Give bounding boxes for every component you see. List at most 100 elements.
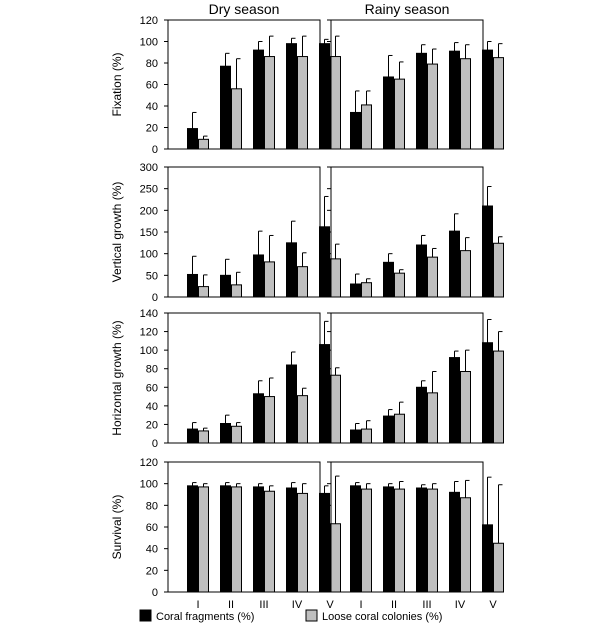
bar-fragments-dry-IV	[286, 364, 297, 444]
y-tick-label: 100	[140, 249, 158, 261]
bar-colonies-dry-I	[198, 430, 209, 444]
bar-fragments-rainy-III	[416, 487, 427, 593]
bar-colonies-dry-II	[231, 486, 242, 593]
y-tick-label: 60	[146, 382, 158, 394]
bar-fragments-dry-IV	[286, 43, 297, 150]
bar-colonies-dry-V	[330, 56, 341, 150]
bar-colonies-dry-II	[231, 88, 242, 150]
bar-fragments-rainy-IV	[449, 50, 460, 150]
bar-fragments-rainy-II	[383, 486, 394, 593]
x-tick-label-dry: V	[326, 599, 334, 611]
y-tick-label: 120	[140, 327, 158, 339]
bar-fragments-dry-I	[187, 485, 198, 593]
bar-colonies-dry-V	[330, 258, 341, 298]
bar-fragments-dry-II	[220, 485, 231, 593]
bar-fragments-dry-II	[220, 423, 231, 444]
y-axis-label-2: Horizontal growth (%)	[110, 320, 124, 435]
bar-fragments-rainy-IV	[449, 491, 460, 593]
y-tick-label: 150	[140, 227, 158, 239]
bar-fragments-rainy-II	[383, 76, 394, 150]
bar-fragments-rainy-IV	[449, 230, 460, 298]
y-tick-label: 50	[146, 270, 158, 282]
bar-fragments-rainy-II	[383, 415, 394, 444]
y-axis-label-1: Vertical growth (%)	[110, 182, 124, 283]
bar-fragments-rainy-V	[482, 524, 493, 593]
bar-fragments-dry-V	[319, 43, 330, 150]
bar-colonies-dry-II	[231, 284, 242, 298]
y-tick-label: 140	[140, 308, 158, 320]
y-tick-label: 80	[146, 364, 158, 376]
bar-fragments-rainy-I	[350, 429, 361, 444]
bar-colonies-dry-IV	[297, 56, 308, 150]
x-tick-label-rainy: V	[489, 599, 497, 611]
bar-colonies-rainy-I	[361, 488, 372, 593]
legend-swatch-colonies	[305, 609, 318, 622]
y-tick-label: 120	[140, 15, 158, 27]
x-tick-label-dry: III	[259, 599, 268, 611]
y-tick-label: 40	[146, 544, 158, 556]
bar-fragments-rainy-V	[482, 205, 493, 298]
bar-fragments-dry-II	[220, 274, 231, 298]
y-tick-label: 20	[146, 123, 158, 135]
y-tick-label: 20	[146, 565, 158, 577]
y-axis-label-3: Survival (%)	[110, 495, 124, 560]
bar-colonies-rainy-III	[427, 488, 438, 593]
bar-fragments-rainy-III	[416, 52, 427, 150]
bar-fragments-rainy-IV	[449, 357, 460, 444]
bar-colonies-rainy-III	[427, 392, 438, 444]
y-tick-label: 40	[146, 101, 158, 113]
bar-colonies-dry-V	[330, 523, 341, 593]
bar-colonies-dry-IV	[297, 492, 308, 593]
bar-colonies-dry-I	[198, 138, 209, 150]
bar-fragments-rainy-III	[416, 386, 427, 444]
bar-colonies-rainy-IV	[460, 250, 471, 298]
y-tick-label: 200	[140, 205, 158, 217]
legend-swatch-fragments	[139, 609, 152, 622]
y-tick-label: 0	[152, 292, 158, 304]
bar-colonies-rainy-IV	[460, 497, 471, 593]
bar-fragments-dry-IV	[286, 487, 297, 593]
y-tick-label: 250	[140, 184, 158, 196]
legend-label-colonies: Loose coral colonies (%)	[322, 611, 442, 623]
y-tick-label: 100	[140, 37, 158, 49]
legend-label-fragments: Coral fragments (%)	[156, 611, 254, 623]
bar-fragments-rainy-I	[350, 283, 361, 298]
bar-fragments-dry-II	[220, 65, 231, 150]
y-tick-label: 0	[152, 144, 158, 156]
x-tick-label-dry: I	[196, 599, 199, 611]
bar-fragments-dry-III	[253, 393, 264, 444]
bar-colonies-dry-III	[264, 396, 275, 444]
bar-colonies-dry-III	[264, 261, 275, 298]
y-tick-label: 60	[146, 80, 158, 92]
bar-colonies-dry-II	[231, 425, 242, 444]
y-tick-label: 300	[140, 162, 158, 174]
bar-fragments-dry-III	[253, 254, 264, 298]
y-tick-label: 40	[146, 401, 158, 413]
bar-colonies-rainy-III	[427, 63, 438, 150]
bar-colonies-dry-I	[198, 486, 209, 593]
bar-colonies-rainy-II	[394, 272, 405, 298]
bar-fragments-dry-V	[319, 492, 330, 593]
bar-colonies-rainy-IV	[460, 371, 471, 444]
bar-fragments-rainy-V	[482, 342, 493, 444]
y-tick-label: 80	[146, 58, 158, 70]
bar-colonies-rainy-V	[493, 350, 504, 444]
bar-colonies-dry-III	[264, 490, 275, 593]
bar-colonies-rainy-II	[394, 78, 405, 150]
bar-fragments-dry-IV	[286, 242, 297, 298]
column-title-rainy: Rainy season	[365, 1, 450, 17]
x-tick-label-rainy: III	[422, 599, 431, 611]
bar-colonies-rainy-II	[394, 413, 405, 444]
x-tick-label-dry: II	[228, 599, 234, 611]
y-tick-label: 100	[140, 479, 158, 491]
bar-colonies-dry-IV	[297, 395, 308, 444]
y-axis-label-0: Fixation (%)	[110, 52, 124, 116]
x-tick-label-dry: IV	[292, 599, 303, 611]
bar-colonies-dry-III	[264, 56, 275, 150]
bar-fragments-rainy-II	[383, 261, 394, 298]
x-tick-label-rainy: IV	[455, 599, 466, 611]
bar-colonies-rainy-III	[427, 256, 438, 298]
bar-colonies-rainy-I	[361, 282, 372, 298]
bar-colonies-rainy-I	[361, 104, 372, 150]
